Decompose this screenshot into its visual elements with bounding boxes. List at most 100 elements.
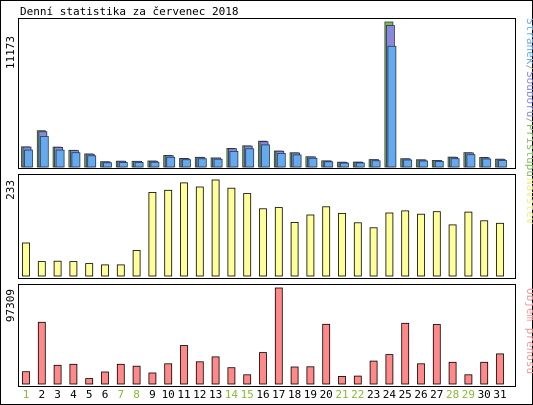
day-label-30: 30 [478,388,491,401]
bar-hits-stránek-12 [197,158,207,168]
panel-volume-frame [18,284,516,387]
panel-visits-frame [18,174,516,279]
bar-hits-stránek-17 [276,152,286,168]
legend-hits-item-0: Stránek [524,18,533,65]
day-label-15: 15 [241,388,254,401]
bar-visits-16 [259,208,267,277]
bar-hits-stránek-8 [134,162,144,168]
chart-title: Denní statistika za červenec 2018 [20,5,239,18]
bar-visits-19 [306,214,315,277]
bar-visits-5 [85,263,94,277]
bar-hits-stránek-13 [213,158,223,168]
bar-visits-18 [290,221,299,277]
bar-volume-27 [432,324,441,385]
bar-hits-stránek-18 [292,154,302,168]
bar-hits-stránek-3 [55,149,65,168]
bar-hits-stránek-27 [434,161,444,168]
bar-visits-1 [22,242,30,277]
bar-visits-15 [243,193,252,277]
bar-volume-7 [116,363,125,385]
day-label-9: 9 [149,388,156,401]
bar-visits-4 [69,261,78,277]
bar-hits-stránek-10 [166,156,176,168]
bar-hits-stránek-31 [498,160,507,168]
bar-visits-28 [448,224,457,277]
bar-visits-29 [464,211,473,277]
bar-volume-26 [417,363,425,385]
bar-visits-27 [432,211,441,277]
day-label-2: 2 [38,388,45,401]
panel-visits-ymax-label: 233 [4,180,17,200]
bar-visits-13 [211,179,220,277]
bar-hits-stránek-20 [324,161,334,168]
bar-visits-7 [116,264,125,277]
bar-hits-stránek-24 [387,45,397,168]
panel-hits: 11173 Stránek/Souborů/Přístupů [4,18,533,177]
day-label-29: 29 [462,388,475,401]
bar-visits-8 [132,250,141,277]
panel-volume-legend: Objem přenosu [524,288,533,374]
bar-hits-stránek-25 [403,159,413,168]
bar-hits-stránek-15 [245,148,255,168]
day-label-23: 23 [367,388,380,401]
bar-hits-stránek-2 [39,136,49,168]
bar-visits-31 [496,222,504,277]
bar-visits-10 [164,189,173,277]
bar-volume-3 [53,364,62,385]
bar-hits-stránek-19 [308,157,318,168]
bar-volume-15 [243,374,252,385]
panel-hits-bars [21,21,507,168]
bar-visits-23 [369,227,378,277]
bar-volume-31 [496,353,504,385]
bar-hits-stránek-5 [87,155,97,168]
day-label-13: 13 [209,388,222,401]
panel-visits-legend: Návštěv [524,178,533,225]
bar-volume-5 [85,378,94,385]
bar-hits-stránek-1 [24,149,33,168]
day-label-1: 1 [23,388,30,401]
bar-volume-1 [22,371,30,385]
bar-visits-6 [101,264,109,277]
legend-hits-item-1: / [524,64,533,71]
bar-hits-stránek-30 [482,158,492,168]
bar-visits-12 [195,186,204,277]
day-label-8: 8 [133,388,140,401]
panel-hits-ymax-label: 11173 [4,36,17,69]
day-label-20: 20 [320,388,333,401]
panel-visits: 233 Návštěv [4,174,533,279]
day-label-7: 7 [117,388,124,401]
legend-hits-item-2: Souborů [524,71,533,117]
bar-visits-24 [385,212,394,277]
bar-volume-19 [306,366,315,385]
bar-visits-25 [401,210,410,277]
day-label-14: 14 [225,388,239,401]
bar-volume-24 [385,354,394,385]
bar-hits-stránek-21 [340,162,349,168]
bar-hits-stránek-6 [103,162,112,168]
bar-volume-10 [164,363,173,385]
day-label-19: 19 [304,388,317,401]
bar-visits-26 [417,213,425,277]
bar-hits-stránek-22 [355,162,365,168]
bar-volume-18 [290,366,299,385]
bar-visits-22 [353,222,362,277]
legend-volume-item-0: Objem přenosu [524,288,533,374]
day-label-18: 18 [288,388,301,401]
bar-volume-8 [132,365,141,385]
day-label-24: 24 [383,388,397,401]
bar-visits-9 [148,191,157,277]
day-label-26: 26 [414,388,427,401]
bar-visits-3 [53,260,62,277]
bar-volume-17 [274,287,283,385]
legend-hits-item-4: Přístupů [524,124,533,177]
legend-hits-item-3: / [524,117,533,124]
bar-volume-4 [69,363,78,385]
bar-volume-16 [259,352,267,385]
panel-hits-legend: Stránek/Souborů/Přístupů [524,18,533,177]
day-label-10: 10 [162,388,175,401]
bar-visits-17 [274,207,283,277]
day-label-25: 25 [399,388,412,401]
bar-volume-21 [338,375,346,385]
day-label-11: 11 [177,388,190,401]
bar-volume-13 [211,356,220,385]
